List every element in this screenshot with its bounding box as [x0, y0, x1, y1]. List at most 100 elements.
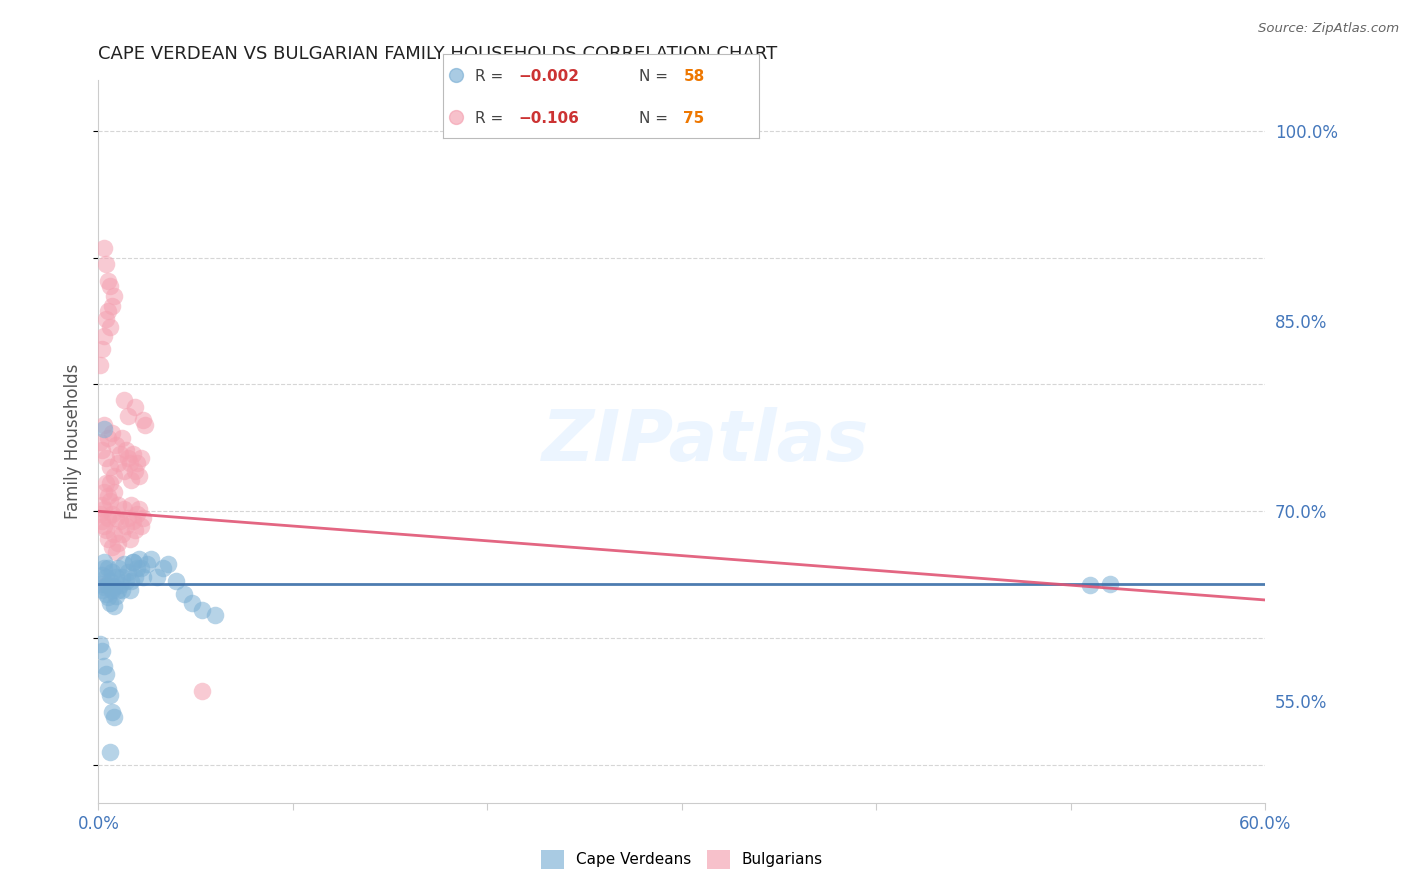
Point: [89, 434, 111, 449]
Point: [111, 527, 134, 541]
Point: [117, 450, 139, 465]
Point: [96, 311, 118, 326]
Point: [122, 447, 145, 461]
Point: [139, 552, 162, 566]
Point: [190, 603, 212, 617]
Text: −0.106: −0.106: [519, 112, 579, 127]
Point: [136, 558, 159, 572]
Point: [122, 555, 145, 569]
Point: [97, 681, 120, 696]
Point: [93, 501, 115, 516]
Point: [103, 709, 125, 723]
Point: [101, 299, 124, 313]
Point: [97, 304, 120, 318]
Point: [132, 413, 155, 427]
Point: [101, 565, 124, 579]
Point: [93, 555, 115, 569]
Point: [96, 257, 118, 271]
Point: [98, 688, 121, 702]
Point: [114, 443, 136, 458]
Point: [122, 515, 145, 529]
Point: [97, 431, 120, 445]
Point: [96, 578, 118, 592]
Point: [111, 582, 134, 597]
Text: R =: R =: [475, 69, 503, 84]
Point: [129, 519, 152, 533]
Point: [104, 438, 127, 452]
Point: [103, 485, 125, 500]
Point: [111, 570, 134, 584]
Point: [91, 342, 114, 356]
Point: [107, 561, 129, 575]
Point: [91, 515, 114, 529]
Point: [127, 507, 149, 521]
Point: [122, 555, 145, 569]
Point: [107, 498, 129, 512]
Point: [157, 558, 180, 572]
Point: [104, 545, 127, 559]
Point: [104, 570, 127, 584]
Point: [112, 558, 135, 572]
Point: [98, 494, 121, 508]
Point: [93, 659, 115, 673]
Point: [1098, 576, 1121, 591]
Point: [89, 359, 111, 373]
Point: [180, 595, 202, 609]
Point: [132, 510, 155, 524]
Point: [91, 498, 114, 512]
Point: [89, 507, 111, 521]
Point: [98, 595, 121, 609]
Point: [91, 567, 114, 582]
Point: [103, 289, 125, 303]
Point: [128, 552, 150, 566]
Text: N =: N =: [640, 69, 668, 84]
Point: [104, 510, 127, 524]
Point: [107, 456, 129, 470]
Point: [146, 570, 169, 584]
Point: [107, 536, 129, 550]
Point: [89, 637, 111, 651]
Point: [103, 527, 125, 541]
Point: [117, 510, 139, 524]
Point: [93, 241, 115, 255]
Point: [103, 580, 125, 594]
Point: [97, 274, 120, 288]
Point: [190, 684, 212, 698]
Point: [134, 418, 156, 433]
Point: [96, 666, 118, 681]
Text: CAPE VERDEAN VS BULGARIAN FAMILY HOUSEHOLDS CORRELATION CHART: CAPE VERDEAN VS BULGARIAN FAMILY HOUSEHO…: [98, 45, 778, 63]
Point: [97, 578, 120, 592]
Point: [108, 447, 131, 461]
Point: [204, 608, 226, 623]
Point: [96, 450, 118, 465]
Text: N =: N =: [640, 112, 668, 127]
Point: [96, 476, 118, 491]
Point: [96, 523, 118, 537]
Point: [96, 587, 118, 601]
Point: [93, 422, 115, 436]
Point: [129, 561, 152, 575]
Point: [101, 507, 124, 521]
Point: [132, 570, 155, 584]
Point: [91, 643, 114, 657]
Point: [93, 519, 115, 533]
Point: [112, 464, 135, 478]
Text: R =: R =: [475, 112, 503, 127]
Point: [108, 578, 131, 592]
Text: 58: 58: [683, 69, 704, 84]
Text: ZIPatlas: ZIPatlas: [541, 407, 869, 476]
Point: [117, 409, 139, 424]
Point: [97, 532, 120, 546]
Point: [97, 591, 120, 605]
Point: [98, 476, 121, 491]
Point: [127, 561, 149, 575]
Point: [101, 705, 124, 719]
Legend: Cape Verdeans, Bulgarians: Cape Verdeans, Bulgarians: [534, 844, 830, 875]
Point: [121, 473, 143, 487]
Point: [173, 587, 195, 601]
Point: [118, 456, 141, 470]
Point: [152, 561, 174, 575]
Point: [93, 561, 115, 575]
Point: [98, 459, 121, 474]
Point: [91, 443, 114, 458]
